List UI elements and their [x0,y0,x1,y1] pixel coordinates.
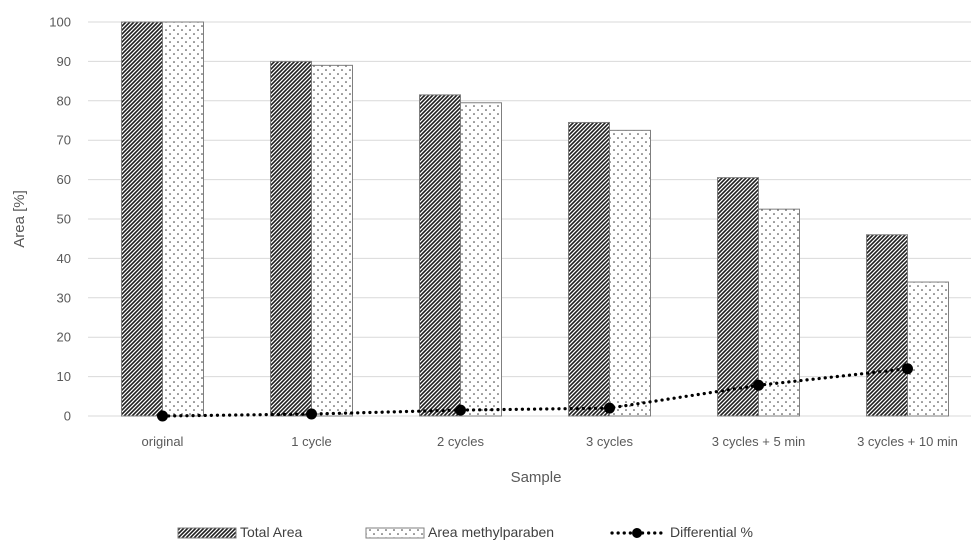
y-axis-ticks: 0 10 20 30 40 50 60 70 80 90 100 [49,15,71,424]
bar-area-methylparaben [460,102,502,417]
bars [121,21,949,417]
legend-swatch-total-area [177,527,237,539]
x-tick-label: 1 cycle [291,434,331,449]
y-tick-label: 10 [57,369,71,384]
x-axis-ticks: original 1 cycle 2 cycles 3 cycles 3 cycles … [142,434,958,449]
bar-area-methylparaben [609,129,651,417]
bar-area-methylparaben [758,208,800,417]
legend-label-differential: Differential % [670,524,753,540]
y-tick-label: 30 [57,290,71,305]
legend-label-area-methylparaben: Area methylparaben [428,524,554,540]
x-tick-label: original [142,434,184,449]
x-tick-label: 3 cycles + 5 min [712,434,806,449]
y-tick-label: 80 [57,93,71,108]
y-tick-label: 20 [57,330,71,345]
bar-area-methylparaben [162,21,204,417]
bar-total-area [419,94,461,417]
y-tick-label: 60 [57,172,71,187]
differential-point [455,404,466,416]
legend-label-total-area: Total Area [240,524,302,540]
x-tick-label: 2 cycles [437,434,484,449]
legend: Total Area Area methylparaben Differential… [177,524,753,540]
bar-total-area [270,60,312,417]
legend-swatch-differential-marker [632,528,642,538]
y-tick-label: 0 [64,409,71,424]
differential-line [157,363,913,422]
bar-area-methylparaben [907,281,949,417]
y-tick-label: 100 [49,15,71,30]
gridlines [88,21,971,417]
y-tick-label: 50 [57,212,71,227]
x-tick-label: 3 cycles + 10 min [857,434,958,449]
differential-series-line [160,367,910,418]
bar-total-area [866,234,908,417]
bar-total-area [717,177,759,417]
y-tick-label: 90 [57,54,71,69]
differential-point [902,363,913,375]
y-axis-title: Area [%] [11,190,28,248]
y-tick-label: 70 [57,133,71,148]
legend-swatch-area-methylparaben [365,527,425,539]
differential-point [306,408,317,420]
differential-point [604,402,615,414]
bar-total-area [121,21,163,417]
bar-total-area [568,121,610,417]
differential-point [753,379,764,391]
y-tick-label: 40 [57,251,71,266]
x-tick-label: 3 cycles [586,434,633,449]
bar-area-methylparaben [311,64,353,417]
differential-point [157,410,168,422]
x-axis-title: Sample [511,469,562,486]
